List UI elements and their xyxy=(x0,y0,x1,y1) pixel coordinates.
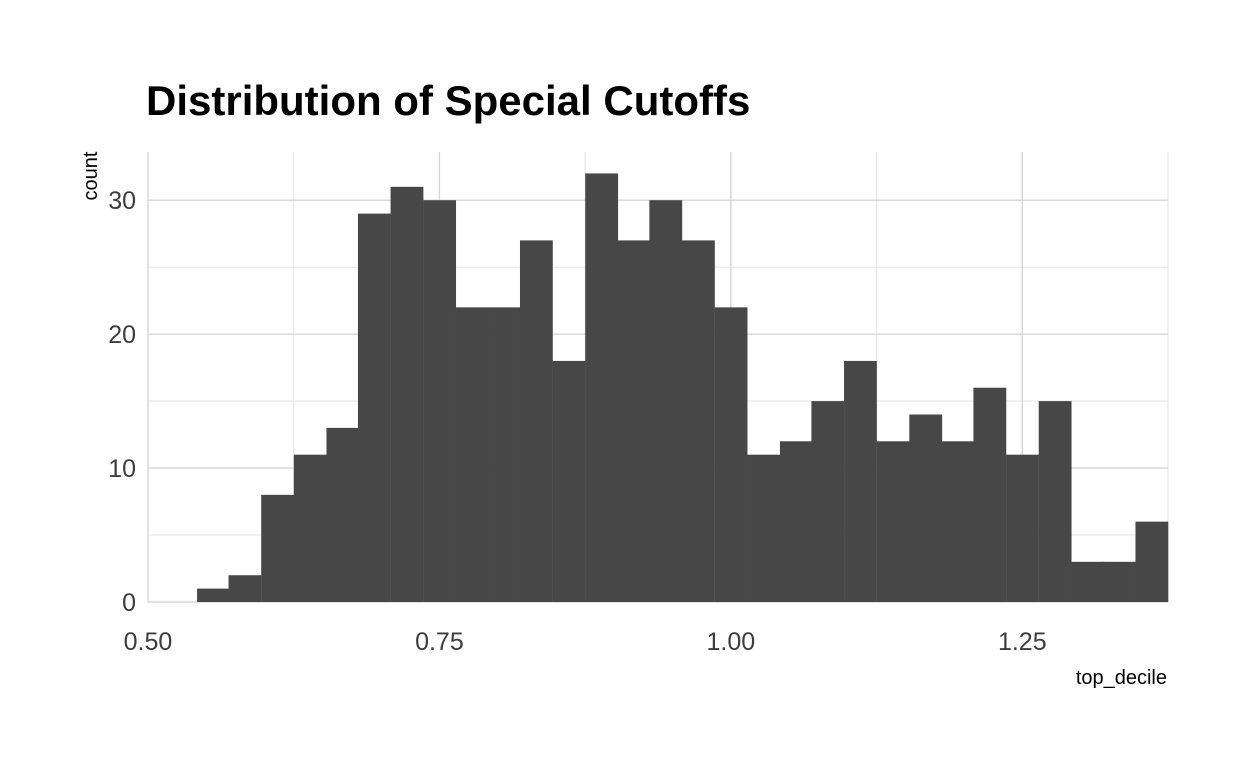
histogram-bar xyxy=(326,427,360,602)
histogram-bar xyxy=(714,307,748,602)
histogram-bar xyxy=(1071,561,1105,602)
histogram-bar xyxy=(973,387,1007,602)
histogram-bar xyxy=(617,240,651,602)
x-tick-label: 0.75 xyxy=(415,628,464,656)
histogram-bar xyxy=(1038,401,1072,602)
histogram-bar xyxy=(1102,561,1136,602)
histogram-bar xyxy=(876,441,910,602)
y-tick-label: 30 xyxy=(108,187,136,215)
histogram-bar xyxy=(197,588,230,602)
histogram-bar xyxy=(423,200,457,602)
y-tick-label: 0 xyxy=(122,589,136,617)
y-tick-label: 20 xyxy=(108,321,136,349)
bars xyxy=(197,173,1169,603)
histogram-bar xyxy=(390,186,424,603)
histogram-bar xyxy=(909,414,943,602)
histogram-bar xyxy=(844,360,877,602)
histogram-bar xyxy=(293,454,327,602)
histogram-bar xyxy=(552,360,586,602)
chart-title: Distribution of Special Cutoffs xyxy=(146,77,750,124)
histogram-bar xyxy=(519,240,553,602)
histogram-bar xyxy=(357,213,391,602)
histogram-bar xyxy=(747,454,781,602)
histogram-bar xyxy=(261,494,294,602)
histogram-bar xyxy=(649,200,683,602)
histogram-bar xyxy=(585,173,619,602)
histogram-bar xyxy=(1006,454,1039,602)
x-tick-label: 0.50 xyxy=(124,628,173,656)
histogram-bar xyxy=(811,401,845,602)
x-tick-label: 1.25 xyxy=(998,628,1047,656)
histogram-bar xyxy=(682,240,715,602)
histogram-bar xyxy=(1135,521,1169,602)
histogram-bar xyxy=(779,441,813,602)
y-tick-label: 10 xyxy=(108,455,136,483)
histogram-bar xyxy=(488,307,522,602)
histogram-bar xyxy=(455,307,489,602)
y-axis-label: count xyxy=(80,151,102,200)
histogram-bar xyxy=(228,575,262,602)
tick-labels: 0.50 0.75 1.00 1.25 0 10 20 30 xyxy=(108,187,1046,656)
histogram-bar xyxy=(940,441,974,602)
x-axis-label: top_decile xyxy=(1076,667,1167,689)
x-tick-label: 1.00 xyxy=(707,628,756,656)
